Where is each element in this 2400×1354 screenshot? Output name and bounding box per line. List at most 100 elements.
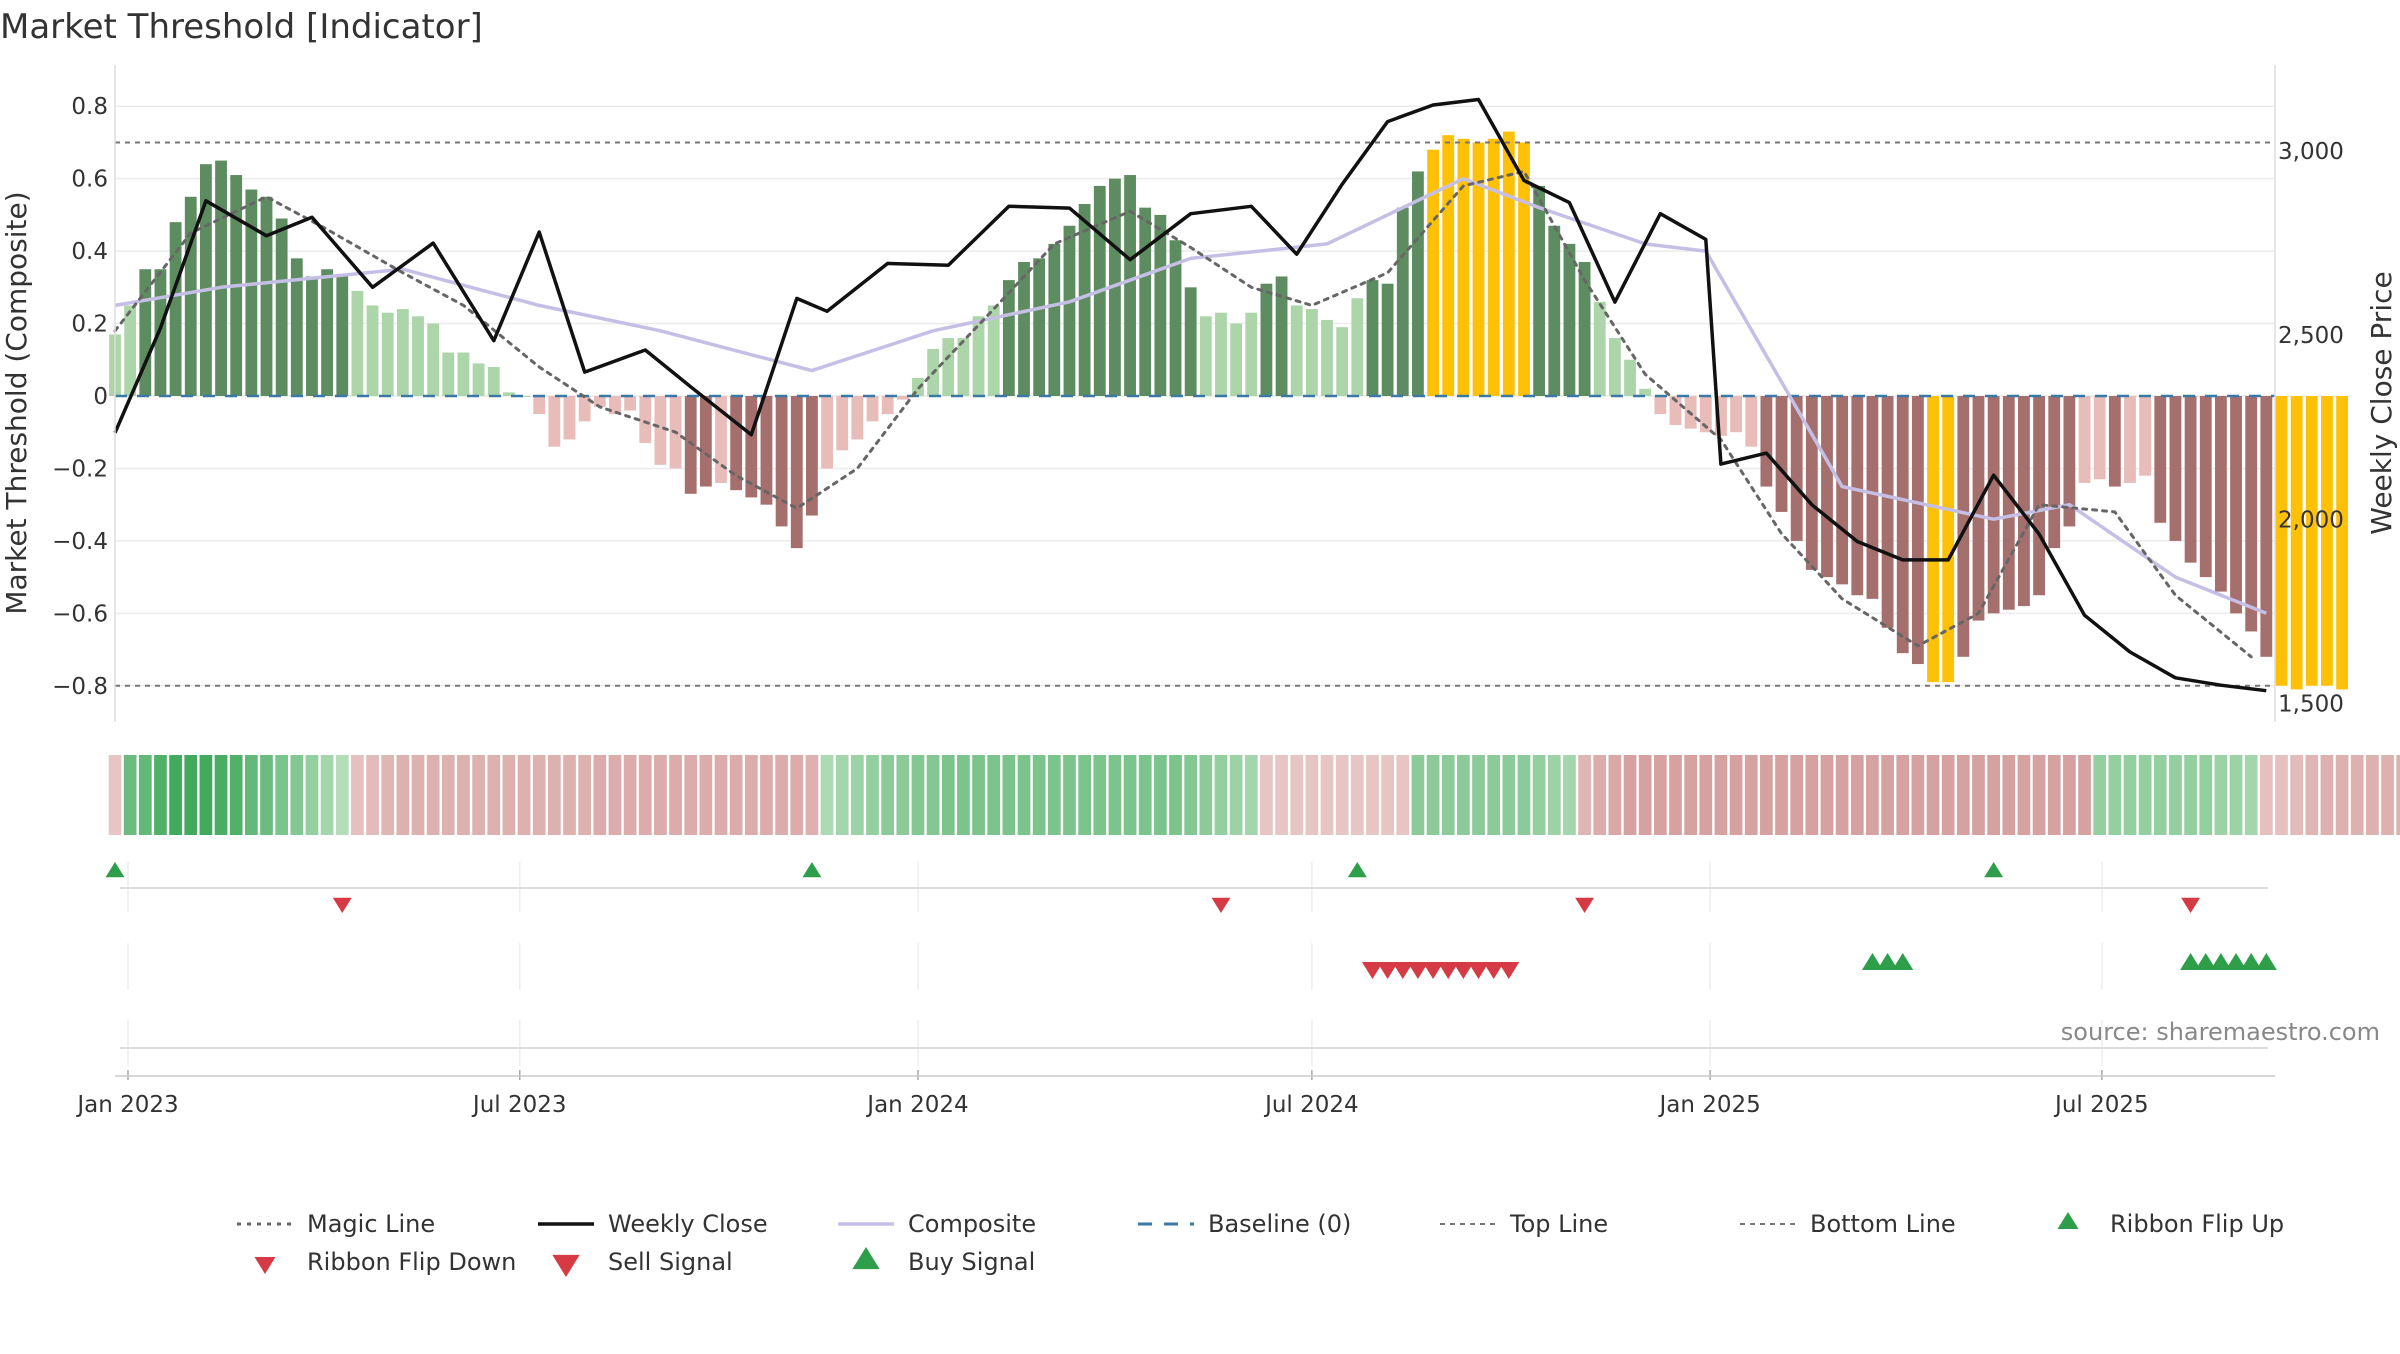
- ribbon-cell: [1108, 755, 1122, 835]
- legend-label: Composite: [908, 1210, 1036, 1238]
- ribbon-cell: [2335, 755, 2349, 835]
- ribbon-cell: [2047, 755, 2061, 835]
- ribbon-cell: [2093, 755, 2107, 835]
- ribbon-cell: [1850, 755, 1864, 835]
- histogram-bar: [2275, 396, 2288, 686]
- histogram-bar: [851, 396, 864, 440]
- ribbon-cell: [229, 755, 243, 835]
- histogram-bar: [2214, 396, 2227, 592]
- right-tick-label: 3,000: [2278, 139, 2344, 165]
- histogram-bar: [806, 396, 818, 516]
- chart-title: Market Threshold [Indicator]: [0, 7, 483, 47]
- legend-item: Weekly Close: [538, 1210, 768, 1238]
- ribbon-cell: [790, 755, 804, 835]
- left-tick-label: 0.2: [71, 312, 108, 338]
- ribbon-cell: [972, 755, 985, 835]
- ribbon-cell: [1275, 755, 1288, 835]
- legend-item: Baseline (0): [1138, 1210, 1351, 1238]
- ribbon-cell: [1457, 755, 1470, 835]
- ribbon-cell: [1653, 755, 1667, 835]
- histogram-bar: [2139, 396, 2152, 476]
- ribbon-cell: [987, 755, 1001, 835]
- ribbon-cell: [2123, 755, 2137, 835]
- histogram-bar: [184, 196, 197, 396]
- ribbon-cell: [2078, 755, 2091, 835]
- histogram-bar: [1275, 276, 1288, 396]
- ribbon-flip-down-marker: [1575, 897, 1595, 913]
- sell-signal-marker: [1361, 962, 1383, 979]
- legend-buy-signal-icon: [852, 1247, 880, 1270]
- histogram-bar: [427, 323, 440, 396]
- ribbon-cell: [214, 755, 228, 835]
- histogram-bar: [2108, 396, 2121, 487]
- ribbon-cell: [396, 755, 410, 835]
- histogram-bar: [957, 338, 970, 396]
- histogram-bar: [624, 396, 637, 411]
- histogram-bar: [881, 396, 894, 415]
- histogram-bar: [169, 222, 182, 396]
- ribbon-cell: [1244, 755, 1258, 835]
- ribbon-cell: [1290, 755, 1304, 835]
- ribbon-cell: [1956, 755, 1970, 835]
- ribbon-cell: [457, 755, 470, 835]
- histogram-bar: [381, 312, 394, 396]
- x-tick-label: Jul 2023: [471, 1092, 567, 1118]
- ribbon-cell: [472, 755, 485, 835]
- ribbon-cell: [2153, 755, 2167, 835]
- histogram-bar: [2002, 396, 2015, 610]
- histogram-bar: [1048, 243, 1061, 396]
- histogram-bar: [321, 269, 334, 396]
- ribbon-cell: [896, 755, 910, 835]
- ribbon-cell: [2396, 755, 2400, 835]
- ribbon-cell: [835, 755, 849, 835]
- ribbon-cell: [911, 755, 925, 835]
- left-tick-label: 0.8: [71, 94, 108, 120]
- ribbon-cell: [2381, 755, 2394, 835]
- histogram-bar: [1381, 283, 1394, 396]
- histogram-bar: [457, 352, 470, 396]
- histogram-bar: [336, 276, 349, 396]
- ribbon-cell: [2305, 755, 2319, 835]
- histogram-bar: [987, 305, 1000, 396]
- ribbon-cell: [1669, 755, 1682, 835]
- bars-layer: [109, 131, 2349, 690]
- ribbon-cell: [1305, 755, 1319, 835]
- histogram-bar: [972, 316, 985, 396]
- ribbon-cell: [820, 755, 834, 835]
- legend-label: Baseline (0): [1208, 1210, 1351, 1238]
- ribbon-cell: [275, 755, 289, 835]
- ribbon-flip-up-marker: [1347, 862, 1367, 878]
- x-tick-label: Jan 2024: [865, 1092, 968, 1118]
- ribbon-cell: [1350, 755, 1364, 835]
- ribbon-cell: [714, 755, 728, 835]
- ribbon-cell: [411, 755, 425, 835]
- histogram-bar: [442, 352, 455, 396]
- ribbon-cell: [654, 755, 667, 835]
- ribbon-cell: [2229, 755, 2243, 835]
- histogram-bar: [290, 258, 303, 396]
- histogram-bar: [1305, 309, 1318, 396]
- legend-label: Bottom Line: [1810, 1210, 1956, 1238]
- ribbon-cell: [1684, 755, 1697, 835]
- ribbon-layer: [108, 755, 2400, 835]
- legend-item: Sell Signal: [608, 1248, 733, 1276]
- histogram-bar: [1821, 396, 1833, 578]
- histogram-bar: [1760, 396, 1773, 487]
- ribbon-cell: [1790, 755, 1804, 835]
- x-tick-label: Jan 2023: [75, 1092, 178, 1118]
- left-tick-label: −0.4: [52, 529, 108, 555]
- x-tick-label: Jul 2024: [1263, 1092, 1359, 1118]
- ribbon-cell: [1154, 755, 1167, 835]
- histogram-bar: [2048, 396, 2061, 549]
- histogram-bar: [715, 396, 727, 483]
- histogram-bar: [518, 396, 530, 397]
- histogram-bar: [1290, 305, 1303, 396]
- ribbon-cell: [1078, 755, 1091, 835]
- ribbon-cell: [851, 755, 864, 835]
- histogram-bar: [1942, 396, 1955, 683]
- ribbon-cell: [2259, 755, 2273, 835]
- ribbon-cell: [2184, 755, 2197, 835]
- histogram-bar: [1139, 207, 1152, 396]
- histogram-bar: [896, 396, 909, 400]
- histogram-bar: [2336, 396, 2349, 690]
